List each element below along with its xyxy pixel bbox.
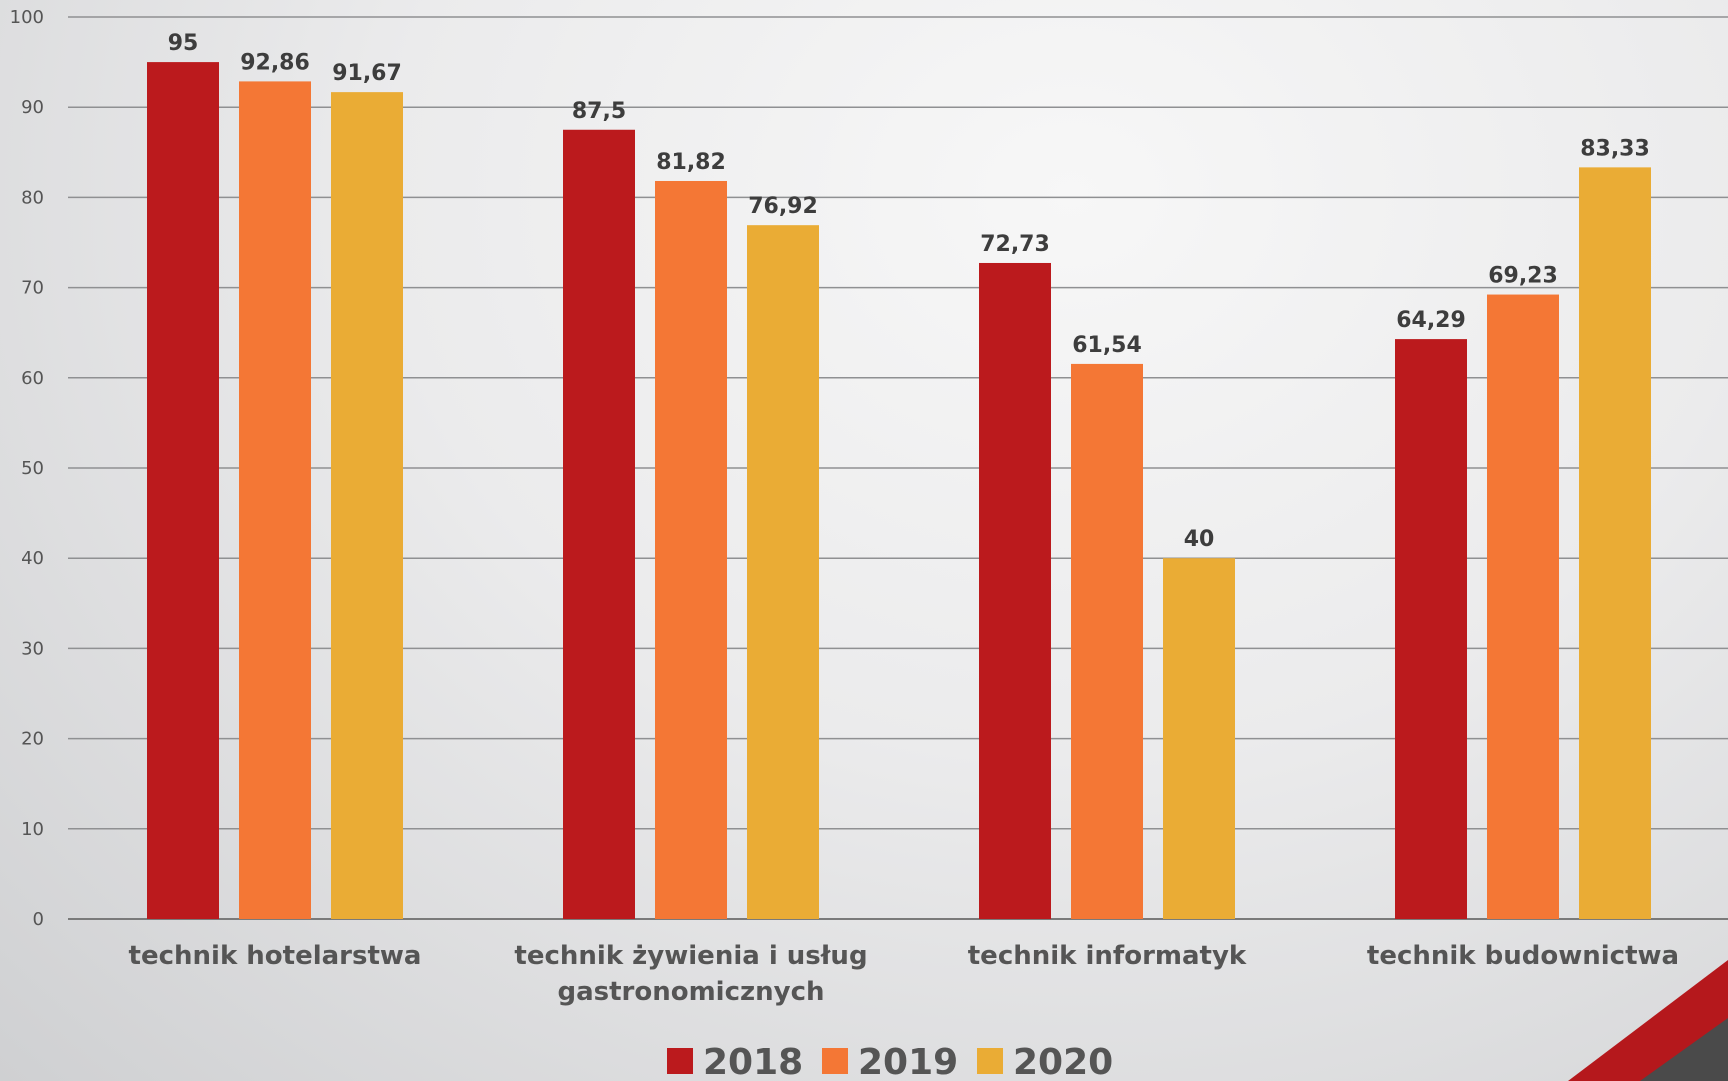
y-tick-label: 60: [21, 368, 44, 389]
y-tick-label: 30: [21, 638, 44, 659]
bar-2019: [1487, 294, 1559, 919]
data-labels: 95 87,5 72,73 64,29 92,86 81,82 61,54 69,23 91,6…: [168, 31, 1650, 552]
legend-label-2018: 2018: [703, 1042, 803, 1081]
bars: [147, 62, 1651, 920]
data-label: 91,67: [332, 61, 402, 86]
bar-2018: [1395, 339, 1467, 919]
corner-accent: [1568, 960, 1728, 1081]
y-tick-label: 50: [21, 458, 44, 479]
data-label: 83,33: [1580, 136, 1650, 161]
y-axis: 0 10 20 30 40 50 60 70 80 90 100: [10, 7, 44, 930]
data-label: 64,29: [1396, 308, 1466, 333]
legend-swatch-2019: [822, 1048, 848, 1074]
y-tick-label: 70: [21, 278, 44, 299]
bar-2018: [563, 129, 635, 919]
data-label: 61,54: [1072, 333, 1142, 358]
bar-2020: [747, 225, 819, 920]
bar-2020: [1163, 558, 1235, 919]
bar-2019: [1071, 363, 1143, 920]
legend: 2018 2019 2020: [667, 1042, 1113, 1081]
x-axis: technik hotelarstwa technik żywienia i us…: [129, 941, 1680, 1007]
data-label: 92,86: [240, 50, 310, 75]
bar-2018: [147, 62, 219, 920]
y-tick-label: 40: [21, 548, 44, 569]
bar-2020: [331, 92, 403, 919]
y-tick-label: 90: [21, 97, 44, 118]
data-label: 69,23: [1488, 264, 1558, 289]
bar-2019: [239, 81, 311, 919]
y-tick-label: 0: [33, 909, 44, 930]
x-tick-label: technik hotelarstwa: [129, 941, 422, 971]
legend-label-2020: 2020: [1013, 1042, 1113, 1081]
legend-swatch-2018: [667, 1048, 693, 1074]
y-tick-label: 10: [21, 819, 44, 840]
x-tick-label: gastronomicznych: [557, 977, 824, 1007]
data-label: 72,73: [980, 232, 1050, 257]
x-tick-label: technik żywienia i usług: [514, 941, 867, 971]
bar-2020: [1579, 167, 1651, 919]
gridlines: [68, 16, 1728, 920]
x-tick-label: technik informatyk: [968, 941, 1247, 971]
x-tick-label: technik budownictwa: [1367, 941, 1679, 971]
legend-swatch-2020: [977, 1048, 1003, 1074]
corner-accent-dark: [1640, 1018, 1728, 1081]
y-tick-label: 20: [21, 729, 44, 750]
data-label: 81,82: [656, 150, 726, 175]
legend-label-2019: 2019: [858, 1042, 958, 1081]
data-label: 87,5: [572, 99, 626, 124]
data-label: 76,92: [748, 194, 818, 219]
bar-2019: [655, 180, 727, 920]
y-tick-label: 100: [10, 7, 44, 28]
data-label: 95: [168, 31, 199, 56]
y-tick-label: 80: [21, 187, 44, 208]
bar-2018: [979, 262, 1051, 919]
data-label: 40: [1184, 527, 1215, 552]
